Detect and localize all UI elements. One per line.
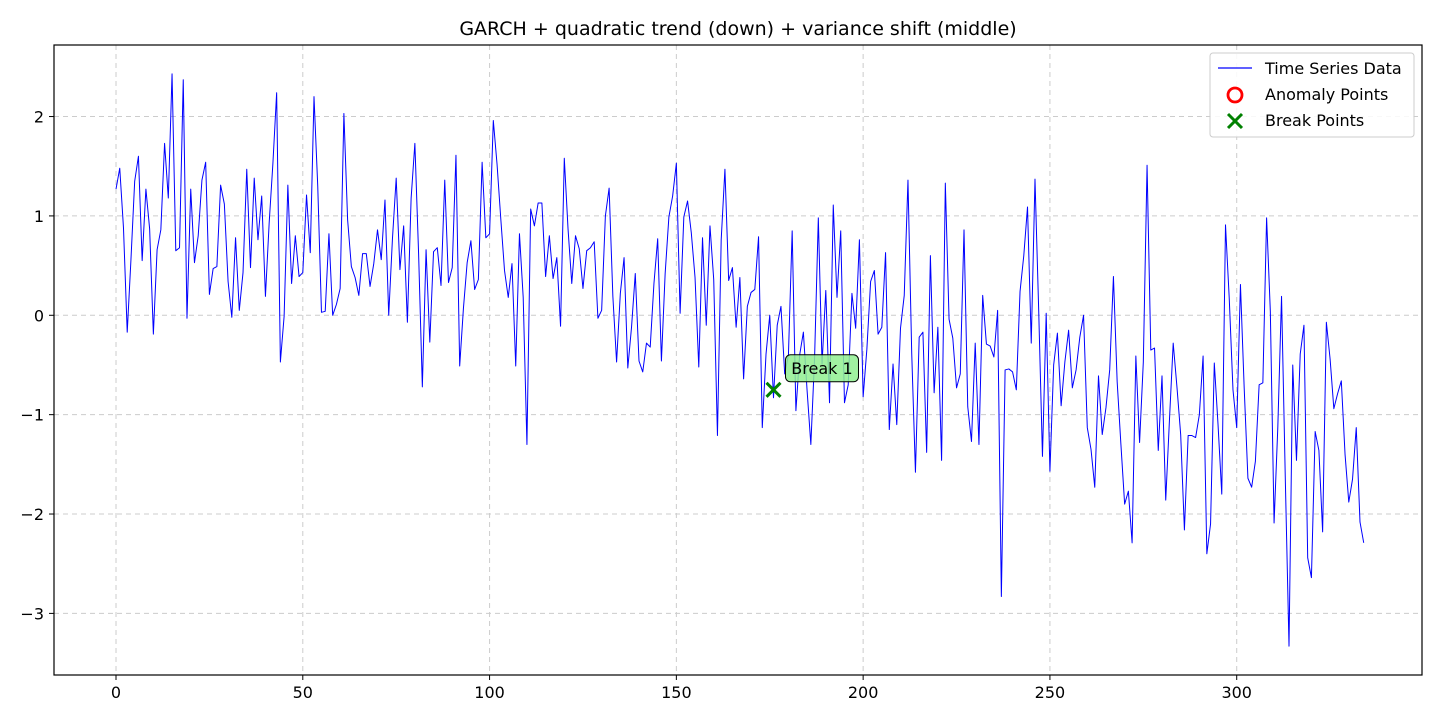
x-tick-label: 250 <box>1035 683 1066 702</box>
break-annotation: Break 1 <box>784 354 859 383</box>
x-tick-label: 150 <box>661 683 692 702</box>
y-tick-label: −2 <box>20 505 44 524</box>
legend-anomaly-swatch <box>1226 86 1244 104</box>
break-annotation-label: Break 1 <box>791 359 852 378</box>
axis-ticks: 0 50 100 150 200 250 300 −3 −2 −1 0 1 2 <box>20 108 1252 702</box>
marker-layer: Break 1 <box>765 354 859 398</box>
x-tick-label: 50 <box>293 683 313 702</box>
legend-label-series: Time Series Data <box>1264 59 1402 78</box>
x-tick-label: 300 <box>1221 683 1252 702</box>
legend-label-anomaly: Anomaly Points <box>1265 85 1388 104</box>
y-tick-label: −3 <box>20 604 44 623</box>
plot-frame <box>53 44 1423 676</box>
x-tick-label: 100 <box>474 683 505 702</box>
x-tick-label: 0 <box>111 683 121 702</box>
legend: Time Series Data Anomaly Points Break Po… <box>1209 52 1415 138</box>
legend-break-swatch <box>1226 112 1244 130</box>
chart-title: GARCH + quadratic trend (down) + varianc… <box>459 18 1016 40</box>
y-tick-label: 1 <box>34 207 44 226</box>
x-tick-label: 200 <box>848 683 879 702</box>
y-tick-label: −1 <box>20 406 44 425</box>
grid <box>54 45 1422 675</box>
break-marker-stroke <box>765 381 782 398</box>
series-line-time-series <box>115 73 1365 647</box>
break-point-marker <box>765 381 782 398</box>
series-layer <box>115 73 1365 647</box>
y-tick-label: 0 <box>34 306 44 325</box>
y-tick-label: 2 <box>34 108 44 127</box>
legend-box <box>1209 52 1415 138</box>
legend-label-break: Break Points <box>1265 111 1364 130</box>
break-annotation-box <box>784 354 859 383</box>
